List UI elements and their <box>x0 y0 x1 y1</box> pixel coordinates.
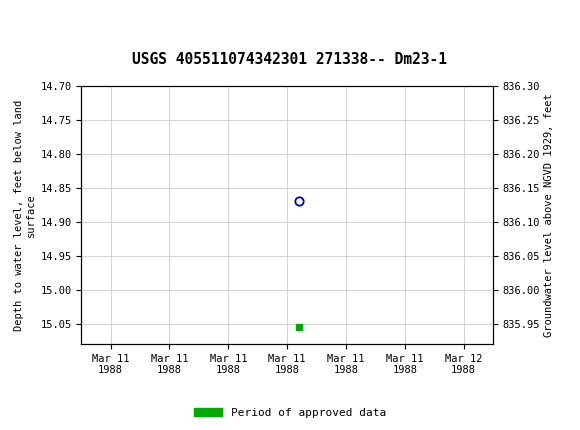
Legend: Period of approved data: Period of approved data <box>190 403 390 422</box>
Text: USGS 405511074342301 271338-- Dm23-1: USGS 405511074342301 271338-- Dm23-1 <box>132 52 448 67</box>
Y-axis label: Depth to water level, feet below land
surface: Depth to water level, feet below land su… <box>14 99 36 331</box>
Y-axis label: Groundwater level above NGVD 1929, feet: Groundwater level above NGVD 1929, feet <box>545 93 554 337</box>
Text: ▒USGS: ▒USGS <box>6 10 64 32</box>
